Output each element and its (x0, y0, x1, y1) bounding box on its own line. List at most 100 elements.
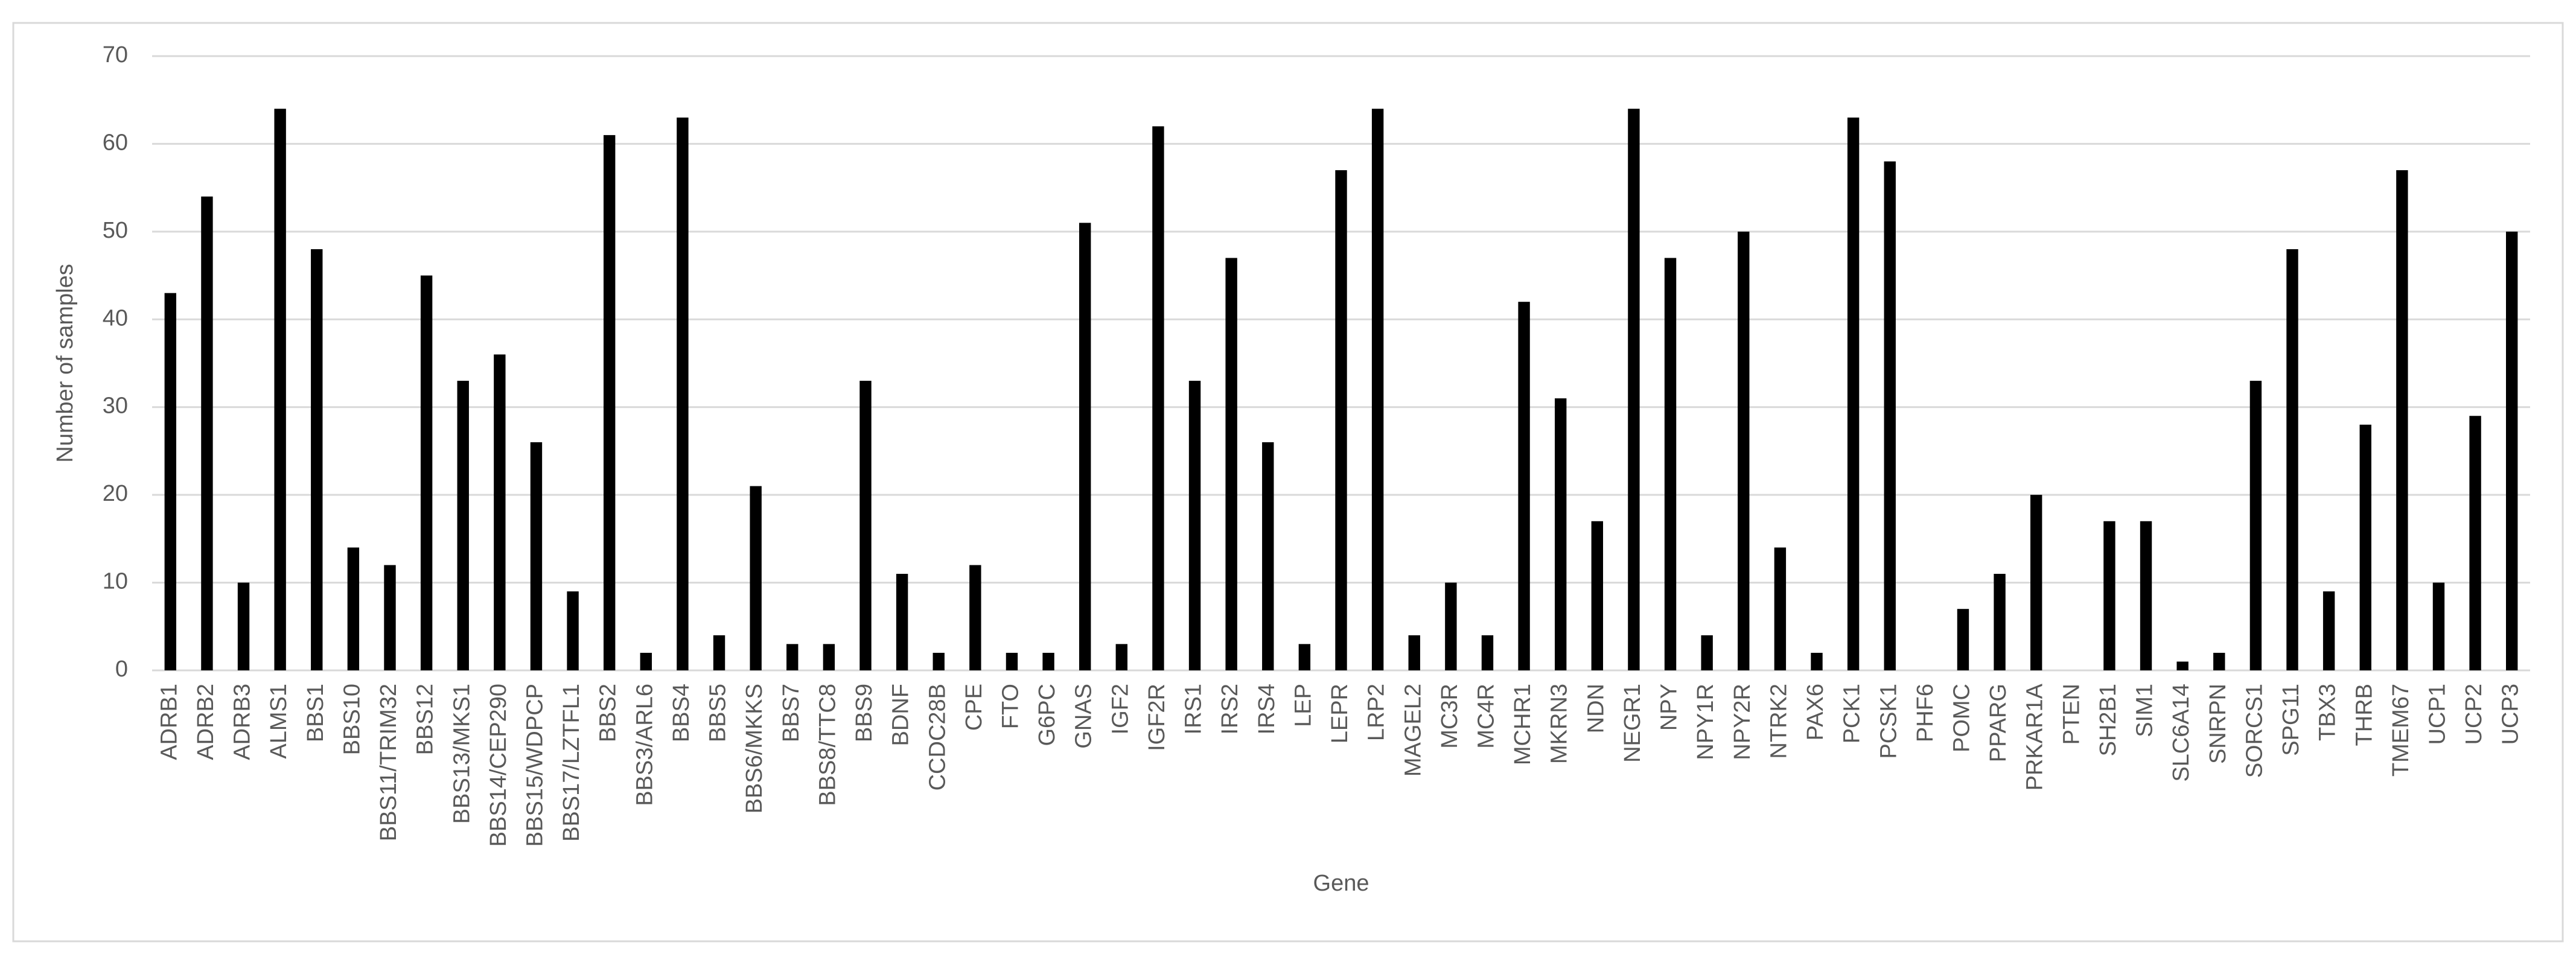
bar (713, 635, 725, 670)
x-tick-label: IRS4 (1254, 684, 1280, 734)
chart-border (12, 22, 2564, 943)
bar (2286, 249, 2298, 670)
x-tick-label: PPARG (1986, 684, 2011, 762)
bar (1042, 652, 1054, 670)
y-axis-title: Number of samples (53, 264, 78, 462)
y-tick-label: 20 (103, 481, 128, 506)
bar (933, 652, 945, 670)
x-tick-label: SH2B1 (2096, 684, 2121, 756)
x-tick-label: MC4R (1473, 684, 1499, 749)
x-tick-label: SLC6A14 (2169, 684, 2194, 782)
bar (1335, 170, 1347, 670)
bar (1188, 381, 1201, 670)
x-tick-label: NPY (1657, 684, 1682, 731)
bar (201, 196, 213, 671)
x-tick-label: BBS9 (852, 684, 877, 742)
bar (1884, 161, 1896, 670)
x-tick-label: NPY2R (1730, 684, 1755, 760)
x-tick-label: IRS2 (1217, 684, 1243, 734)
bar (677, 117, 689, 671)
x-tick-label: BBS12 (413, 684, 438, 755)
x-tick-label: BBS8/TTC8 (815, 684, 840, 806)
bar (1408, 635, 1420, 670)
bar (2213, 652, 2225, 670)
bar (1225, 258, 1237, 670)
bar (1518, 302, 1530, 670)
bar (530, 442, 543, 670)
x-tick-label: SPG11 (2278, 684, 2304, 756)
x-tick-label: BBS17/LZTFL1 (559, 684, 584, 842)
x-tick-label: TMEM67 (2388, 684, 2414, 777)
x-tick-label: LEP (1290, 684, 1316, 727)
x-tick-label: BBS1 (303, 684, 328, 742)
x-tick-label: PCSK1 (1876, 684, 1901, 759)
x-tick-label: IRS1 (1181, 684, 1207, 734)
x-axis-title: Gene (1313, 871, 1369, 896)
bar (2030, 495, 2042, 670)
x-tick-label: IGF2 (1108, 684, 1133, 734)
y-tick-label: 70 (103, 42, 128, 68)
x-tick-label: PCK1 (1840, 684, 1865, 743)
bar (1957, 609, 1969, 670)
bar (1701, 635, 1713, 670)
bar (1445, 582, 1457, 670)
x-tick-label: LEPR (1327, 684, 1353, 743)
bar (750, 486, 762, 670)
bar (2505, 231, 2518, 670)
x-tick-label: NPY1R (1693, 684, 1718, 760)
bar (2359, 424, 2371, 670)
bar (1152, 126, 1164, 671)
x-tick-label: THRB (2351, 684, 2377, 746)
x-tick-label: LRP2 (1364, 684, 1389, 741)
x-tick-label: TBX3 (2315, 684, 2341, 741)
x-tick-label: CCDC28B (925, 684, 950, 790)
bar (237, 582, 250, 670)
bar (1774, 547, 1787, 670)
bar (896, 574, 908, 670)
bar (384, 565, 396, 670)
bar (2469, 416, 2481, 670)
bar (1847, 117, 1860, 671)
bar (1115, 644, 1128, 670)
y-tick-label: 60 (103, 130, 128, 155)
bar (420, 275, 433, 671)
bar (823, 644, 835, 670)
bar (1628, 109, 1640, 670)
x-tick-label: CPE (961, 684, 987, 731)
bar (1079, 223, 1091, 670)
x-tick-label: ALMS1 (266, 684, 292, 759)
bar (2140, 521, 2152, 670)
x-tick-label: BBS13/MKS1 (449, 684, 474, 824)
x-tick-label: BBS6/MKKS (742, 684, 767, 813)
x-tick-label: BBS11/TRIM32 (376, 684, 401, 841)
x-tick-label: BBS2 (596, 684, 621, 742)
x-tick-label: NEGR1 (1620, 684, 1645, 763)
bar (1006, 652, 1018, 670)
x-tick-label: IGF2R (1144, 684, 1170, 751)
bar (1811, 652, 1823, 670)
bar (859, 381, 872, 670)
bar (567, 591, 579, 670)
x-tick-label: SIM1 (2132, 684, 2158, 737)
y-tick-label: 10 (103, 569, 128, 594)
x-tick-label: GNAS (1071, 684, 1097, 749)
y-tick-label: 40 (103, 305, 128, 331)
x-tick-label: BBS14/CEP290 (486, 684, 511, 847)
bar (786, 644, 799, 670)
x-tick-label: ADRB3 (230, 684, 255, 760)
bar (1481, 635, 1494, 670)
y-tick-label: 50 (103, 218, 128, 243)
x-tick-label: MCHR1 (1510, 684, 1535, 765)
x-tick-label: NDN (1583, 684, 1608, 733)
x-tick-label: BBS3/ARL6 (632, 684, 657, 806)
bar (1591, 521, 1604, 670)
y-tick-label: 0 (115, 656, 128, 682)
bar (2396, 170, 2408, 670)
x-tick-label: SNRPN (2205, 684, 2231, 764)
x-tick-label: NTRK2 (1766, 684, 1791, 759)
bar (2432, 582, 2445, 670)
bar (2103, 521, 2115, 670)
x-tick-label: BBS10 (339, 684, 365, 755)
x-tick-label: UCP2 (2461, 684, 2487, 745)
